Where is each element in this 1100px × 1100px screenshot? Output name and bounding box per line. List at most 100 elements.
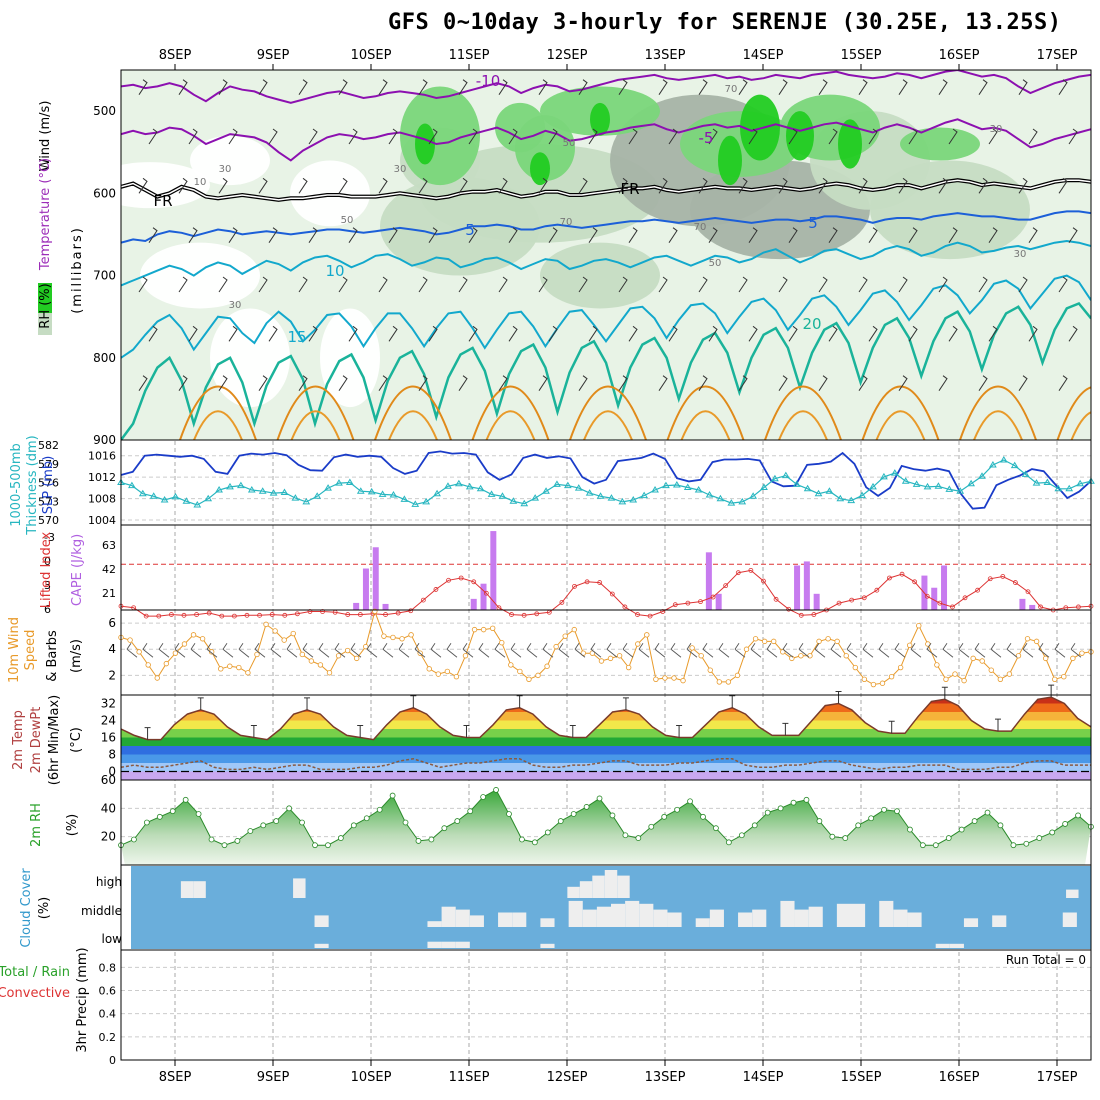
wind-barb bbox=[588, 227, 598, 243]
wind-barb bbox=[308, 128, 318, 145]
cloud-cell-high bbox=[293, 878, 306, 898]
wind-speed-point bbox=[870, 681, 877, 688]
cape-bar bbox=[490, 531, 497, 610]
lifted-index-point bbox=[987, 576, 993, 582]
wind-barb bbox=[708, 128, 718, 145]
wind-barb bbox=[978, 375, 988, 391]
wind-speed-point bbox=[163, 660, 170, 667]
wind-barb-10m bbox=[542, 642, 554, 658]
temperature-contour-25 bbox=[861, 385, 940, 440]
wind-barb-10m bbox=[1006, 642, 1018, 658]
thickness-point bbox=[596, 492, 605, 499]
cloud-cell-middle bbox=[963, 918, 979, 927]
rh-point bbox=[622, 832, 629, 839]
wind-barb bbox=[858, 276, 868, 293]
wind-barb bbox=[858, 375, 868, 391]
wind-barb bbox=[898, 375, 908, 391]
rh-point bbox=[143, 819, 150, 826]
cloud-cell-middle bbox=[611, 903, 626, 927]
wind-barb-10m bbox=[174, 642, 186, 658]
wind-barb bbox=[258, 375, 268, 391]
wind-barb bbox=[938, 79, 948, 95]
cloud-cell-middle bbox=[851, 903, 866, 927]
wind-speed-point bbox=[218, 666, 224, 672]
cloud-cell-low bbox=[935, 943, 950, 948]
wind-barb-10m bbox=[478, 642, 490, 658]
wind-barb bbox=[468, 227, 478, 243]
rh-region bbox=[540, 242, 660, 309]
temperature-band bbox=[121, 771, 1091, 780]
cloud-cell-high bbox=[193, 881, 206, 898]
wind-barb bbox=[548, 325, 558, 342]
slp-line bbox=[120, 450, 1092, 510]
rh-point bbox=[984, 809, 991, 816]
cloud-cell-middle bbox=[469, 915, 484, 927]
wind-barb-10m bbox=[942, 642, 954, 658]
thickness-point bbox=[585, 489, 594, 496]
wind-barb bbox=[178, 79, 188, 95]
cape-tick-label: 42 bbox=[102, 563, 116, 576]
cloud-label-1: Cloud Cover bbox=[19, 868, 34, 948]
wind-speed-point bbox=[172, 650, 179, 656]
wind-barb-10m bbox=[878, 642, 890, 658]
wind-speed-point bbox=[489, 625, 496, 632]
temperature-contour-25 bbox=[374, 385, 452, 440]
rh-point bbox=[661, 813, 668, 820]
thickness-point bbox=[345, 478, 354, 485]
thickness-point bbox=[989, 461, 997, 468]
wind-panel-labels: 10m Wind Speed & Barbs (m/s) bbox=[7, 617, 84, 683]
bottom-date-17sep: 17SEP bbox=[1037, 1070, 1078, 1085]
lifted-index-point bbox=[357, 612, 363, 617]
wind-speed-point bbox=[444, 668, 451, 675]
wind-speed-point bbox=[798, 653, 804, 659]
wind-barb bbox=[308, 325, 318, 342]
wind-speed-point bbox=[199, 636, 206, 642]
wind-barb bbox=[908, 128, 918, 145]
wind-barb bbox=[378, 177, 388, 194]
rh-point bbox=[389, 792, 396, 799]
temp-tick-label: 8 bbox=[108, 748, 116, 762]
wind-barb bbox=[948, 128, 958, 145]
temperature-contour-label: 5 bbox=[808, 214, 818, 232]
wind-barb bbox=[428, 128, 438, 145]
lifted-index-point bbox=[282, 612, 288, 618]
lifted-index-point bbox=[962, 595, 968, 601]
thickness-label-2: Thickness (dm) bbox=[25, 435, 40, 535]
wind-barb bbox=[508, 227, 518, 243]
rh-point bbox=[480, 794, 487, 800]
wind-barb bbox=[988, 128, 998, 145]
wind-barb bbox=[178, 177, 188, 194]
wind-barb-10m bbox=[590, 642, 602, 658]
thickness-point bbox=[967, 479, 975, 487]
wind-barb bbox=[1058, 276, 1068, 293]
lifted-index-point bbox=[786, 606, 792, 612]
wind-speed-point bbox=[136, 649, 142, 655]
lifted-index-point bbox=[471, 579, 477, 585]
top-date-17sep: 17SEP bbox=[1037, 48, 1078, 63]
wind-barb bbox=[338, 276, 348, 293]
wind-speed-point bbox=[707, 667, 713, 673]
thickness-point bbox=[814, 489, 823, 497]
rh-point bbox=[325, 842, 331, 849]
wind-speed-point bbox=[544, 663, 550, 669]
wind-barb-10m bbox=[990, 642, 1002, 658]
vs-legend: Wind (m/s) Temperature (°C) RH (%) (mill… bbox=[38, 101, 85, 335]
lifted-index-tick-label: 6 bbox=[44, 603, 51, 616]
wind-barb bbox=[868, 227, 878, 243]
wind-barb bbox=[538, 375, 548, 391]
wind-barb bbox=[458, 79, 468, 95]
thickness-point bbox=[302, 497, 311, 505]
wind-speed-point bbox=[272, 628, 278, 634]
rh-area bbox=[121, 789, 1091, 865]
wind-speed-point bbox=[725, 679, 732, 685]
wind-barb bbox=[298, 79, 308, 95]
wind-barb bbox=[458, 177, 468, 194]
cloud-cell-middle bbox=[653, 909, 668, 927]
thickness-point bbox=[934, 482, 943, 489]
wind-barb-10m bbox=[254, 642, 266, 658]
cloud-cell-high bbox=[579, 881, 593, 898]
wind-speed-point bbox=[934, 662, 940, 668]
wind-barb bbox=[748, 128, 758, 145]
wind-barb bbox=[698, 79, 708, 95]
wind-barb-10m bbox=[958, 642, 970, 658]
